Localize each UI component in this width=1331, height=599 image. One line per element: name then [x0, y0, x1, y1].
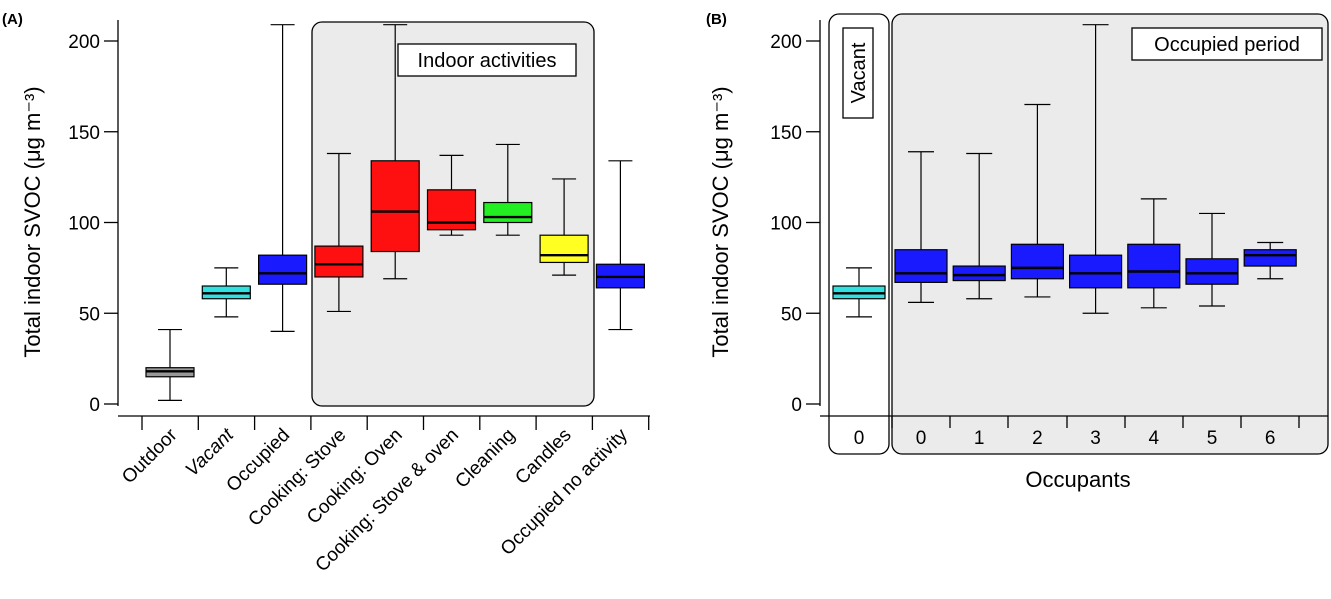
x-tick-label: Cooking: Oven [303, 425, 407, 529]
box-iqr [1068, 254, 1123, 289]
box-iqr [258, 254, 308, 285]
vacant-label-box [842, 27, 874, 119]
vacant-group-label: Vacant [848, 42, 870, 103]
box-iqr [1127, 243, 1181, 289]
y-tick-label: 50 [781, 304, 802, 325]
y-tick-label: 100 [770, 214, 802, 235]
panel-a: (A) Indoor activities 0 50 100 150 200 Outdo… [2, 11, 650, 576]
panel-b-x-axis: 0 0 1 2 3 4 5 6 [820, 415, 1328, 449]
x-tick-label: 5 [1207, 428, 1218, 449]
y-tick-label: 200 [68, 32, 100, 53]
box-iqr [894, 249, 948, 283]
y-tick-label: 50 [79, 304, 100, 325]
vacant-region [828, 13, 890, 455]
box-iqr [539, 234, 589, 264]
box-iqr [1243, 249, 1297, 267]
box-iqr [314, 245, 364, 278]
panel-b: (B) Vacant Occupied period 050100150200 … [706, 11, 1329, 492]
panel-a-label: (A) [2, 11, 23, 28]
x-tick-label: 0 [854, 428, 865, 449]
panel-b-y-axis: 0 50 100 150 200 [770, 20, 821, 416]
y-tick-label: 100 [68, 214, 100, 235]
box-iqr [426, 189, 477, 231]
box-iqr [1185, 258, 1239, 285]
panel-b-label: (B) [706, 11, 727, 28]
panel-b-x-axis-label: Occupants [1025, 467, 1130, 492]
x-tick-label: Outdoor [118, 424, 182, 488]
x-tick-label: 6 [1265, 428, 1276, 449]
x-tick-label: Cleaning [451, 425, 519, 493]
y-tick-label: 200 [770, 32, 802, 53]
indoor-activities-label-box [397, 43, 577, 77]
box-iqr [370, 160, 420, 253]
panel-b-boxes [832, 24, 1297, 318]
panel-a-boxes [145, 24, 646, 401]
panel-a-y-axis: 0 50 100 150 200 [68, 20, 119, 416]
x-tick-label: 3 [1090, 428, 1101, 449]
x-tick-label: 4 [1149, 428, 1160, 449]
occupied-period-label-box [1131, 27, 1323, 61]
occupied-period-group-label: Occupied period [1154, 34, 1300, 56]
x-tick-label: 1 [974, 428, 985, 449]
indoor-activities-label: Indoor activities [418, 50, 557, 72]
y-tick-label: 0 [791, 395, 802, 416]
x-tick-label: 2 [1032, 428, 1043, 449]
x-tick-label: 0 [916, 428, 927, 449]
y-tick-label: 150 [770, 123, 802, 144]
occupied-region [891, 13, 1329, 455]
x-tick-label: Vacant [182, 424, 239, 481]
box-iqr [1010, 243, 1065, 280]
box-iqr [952, 265, 1006, 282]
box-iqr [483, 201, 533, 224]
panel-a-y-axis-label: Total indoor SVOC (μg m⁻³) [20, 86, 45, 357]
x-tick-label: Cooking: Stove [244, 425, 350, 531]
y-tick-label: 150 [68, 123, 100, 144]
panel-b-y-axis-label: Total indoor SVOC (μg m⁻³) [708, 86, 733, 357]
y-tick-label: 0 [89, 395, 100, 416]
